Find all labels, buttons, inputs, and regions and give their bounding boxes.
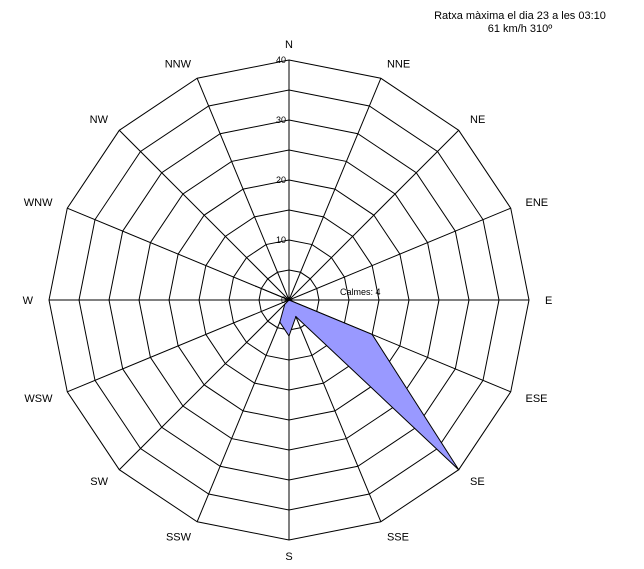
direction-label-sse: SSE xyxy=(387,532,409,544)
chart-series xyxy=(255,285,460,471)
chart-labels: 0 10 20 30 40 N NNE NE ENE E ESE SE SSE S SSW SW WSW W WNW… xyxy=(23,39,553,563)
radial-tick-label: 20 xyxy=(276,175,286,185)
direction-label-wsw: WSW xyxy=(24,393,53,405)
grid-spoke-nw xyxy=(118,129,290,301)
direction-label-e: E xyxy=(545,295,552,307)
data-point-sse xyxy=(295,316,297,318)
grid-spoke-sse xyxy=(288,299,382,522)
radial-tick-label: 40 xyxy=(276,55,286,65)
max-gust-note: Ratxa màxima el dia 23 a les 03:10 61 km… xyxy=(400,10,640,36)
radial-tick-label: 0 xyxy=(281,295,286,305)
direction-label-nne: NNE xyxy=(387,58,410,70)
data-point-ese xyxy=(371,333,373,336)
direction-label-ssw: SSW xyxy=(166,532,192,544)
grid-spoke-ene xyxy=(288,207,511,301)
direction-label-w: W xyxy=(23,295,34,307)
grid-spoke-wsw xyxy=(67,299,290,393)
direction-label-nw: NW xyxy=(90,114,109,126)
data-point-ssw xyxy=(279,321,281,323)
data-point-s xyxy=(288,335,290,337)
data-point-sw xyxy=(284,303,286,305)
series-polygon xyxy=(255,285,460,471)
radial-tick-label: 30 xyxy=(276,115,286,125)
direction-label-se: SE xyxy=(470,476,485,488)
direction-label-s: S xyxy=(285,551,292,563)
data-point-wnw xyxy=(255,285,257,287)
grid-spoke-nne xyxy=(288,78,382,301)
grid-spoke-sw xyxy=(118,299,290,471)
radial-tick-label: 10 xyxy=(276,235,286,245)
grid-spoke-wnw xyxy=(67,207,290,301)
direction-label-n: N xyxy=(285,39,293,51)
grid-spoke-ne xyxy=(288,129,460,301)
direction-label-sw: SW xyxy=(90,476,108,488)
direction-label-ene: ENE xyxy=(526,197,549,209)
direction-label-ese: ESE xyxy=(526,393,548,405)
max-gust-line2: 61 km/h 310º xyxy=(487,23,553,35)
direction-label-nnw: NNW xyxy=(165,58,192,70)
grid-spoke-nnw xyxy=(196,78,290,301)
data-point-se xyxy=(458,469,460,471)
data-point-nnw xyxy=(288,299,290,301)
direction-label-wnw: WNW xyxy=(24,197,53,209)
direction-label-ne: NE xyxy=(470,114,485,126)
calms-label: Calmes: 4 xyxy=(340,287,381,297)
max-gust-line1: Ratxa màxima el dia 23 a les 03:10 xyxy=(434,10,606,22)
grid-spoke-ssw xyxy=(196,299,290,522)
